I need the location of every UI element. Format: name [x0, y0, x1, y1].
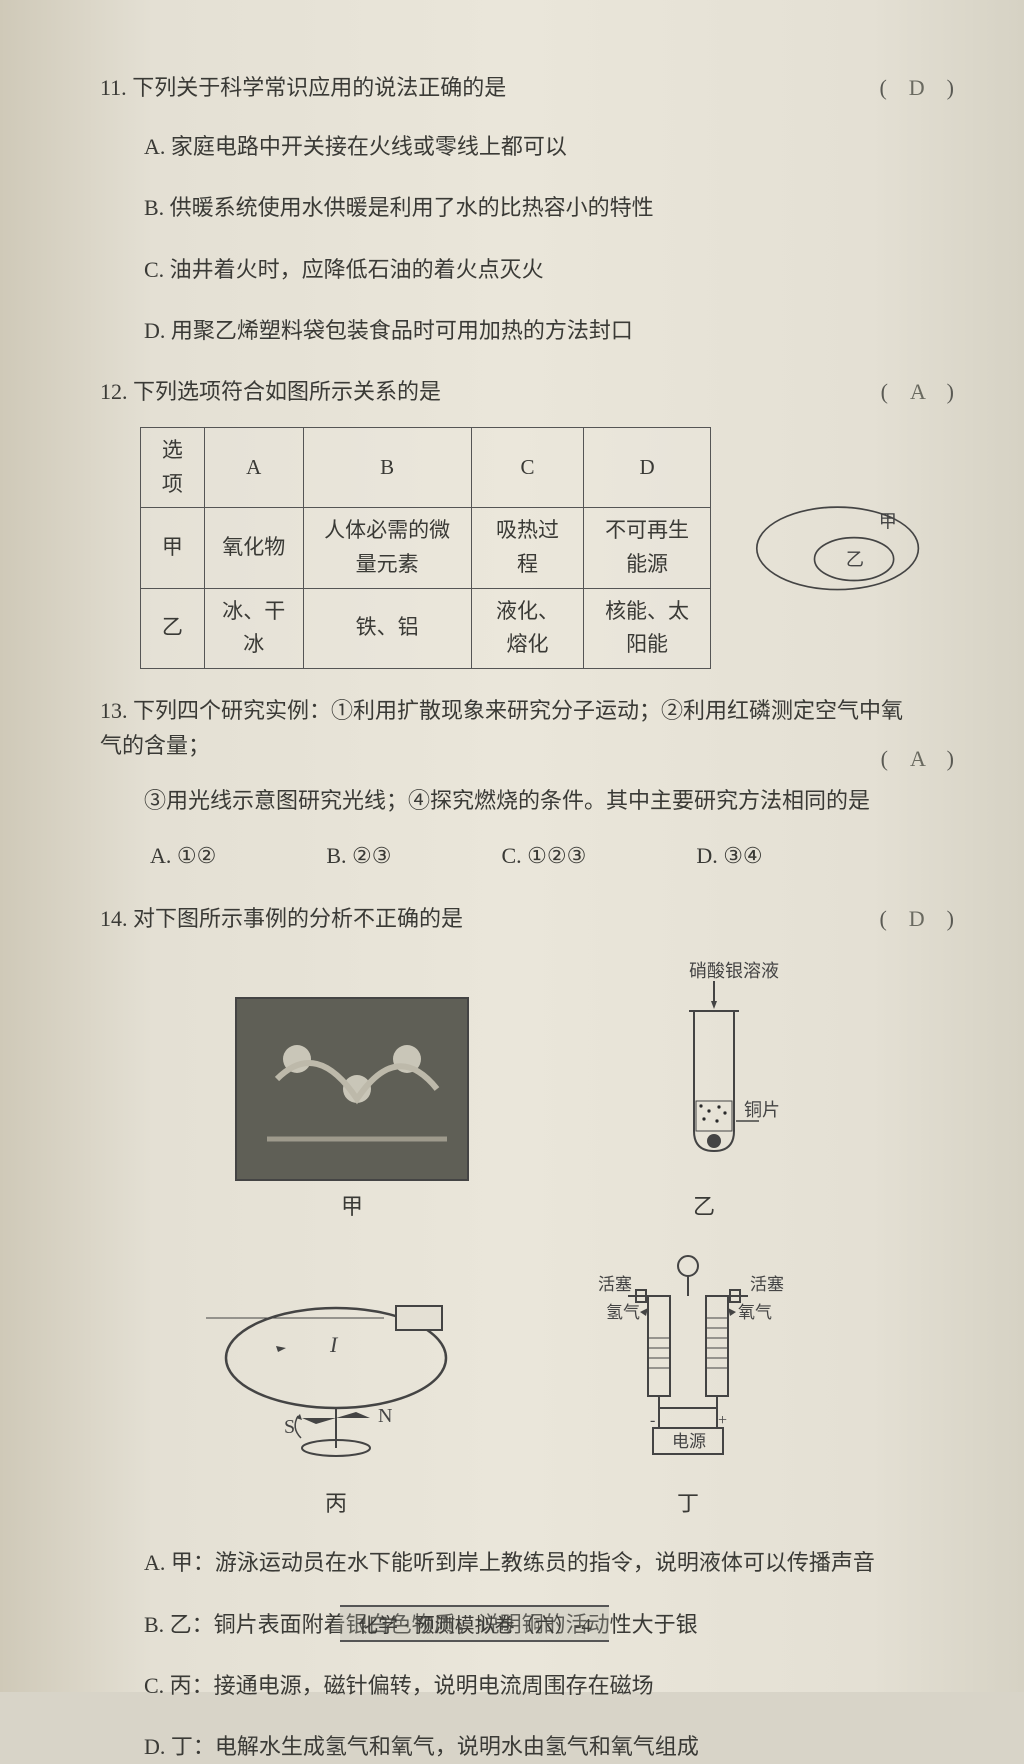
svg-text:N: N [378, 1405, 392, 1427]
q11-number: 11. [100, 75, 127, 100]
fig-bing-caption: 丙 [206, 1486, 466, 1521]
fig-yi-caption: 乙 [619, 1189, 789, 1224]
q12-number: 12. [100, 379, 128, 404]
answer-mark-14: ( D ) [879, 901, 954, 936]
svg-text:氧气: 氧气 [738, 1303, 772, 1322]
question-13: 13. 下列四个研究实例：①利用扩散现象来研究分子运动；②利用红磷测定空气中氧气… [100, 693, 924, 874]
electrolysis-icon: 活塞 活塞 [558, 1248, 818, 1468]
svg-text:氢气: 氢气 [606, 1303, 640, 1322]
r2c1: 冰、干冰 [204, 588, 303, 668]
r1c3: 吸热过程 [471, 508, 584, 588]
th-1: A [204, 428, 303, 508]
venn-inner-label: 乙 [846, 549, 864, 569]
q13-opt-b: B. ②③ [326, 838, 391, 873]
q11-opt-a: A. 家庭电路中开关接在火线或零线上都可以 [144, 129, 924, 164]
test-tube-icon: 硝酸银溶液 铜片 [619, 961, 789, 1171]
q13-options: A. ①② B. ②③ C. ①②③ D. ③④ [150, 838, 924, 873]
fig-bing: I S N 丙 [206, 1288, 466, 1521]
fig-ding: 活塞 活塞 [558, 1248, 818, 1521]
q14-stem: 对下图所示事例的分析不正确的是 [133, 906, 463, 931]
r2c2: 铁、铝 [303, 588, 471, 668]
q14-opt-d: D. 丁：电解水生成氢气和氧气，说明水由氢气和氧气组成 [144, 1729, 924, 1764]
q11-opt-c: C. 油井着火时，应降低石油的着火点灭火 [144, 252, 924, 287]
q11-stem: 下列关于科学常识应用的说法正确的是 [132, 75, 506, 100]
fig-ding-caption: 丁 [558, 1486, 818, 1521]
q11-opt-b: B. 供暖系统使用水供暖是利用了水的比热容小的特性 [144, 190, 924, 225]
r2c4: 核能、太阳能 [584, 588, 711, 668]
q11-options: A. 家庭电路中开关接在火线或零线上都可以 B. 供暖系统使用水供暖是利用了水的… [144, 129, 924, 348]
q13-number: 13. [100, 698, 128, 723]
question-12: ( A ) 12. 下列选项符合如图所示关系的是 选项 A B C D 甲 氧化… [100, 374, 924, 669]
r1c2: 人体必需的微量元素 [303, 508, 471, 588]
venn-diagram-icon: 甲 乙 [751, 503, 924, 594]
r2c3: 液化、熔化 [471, 588, 584, 668]
swimmers-photo-icon [235, 997, 469, 1181]
fig-jia: 甲 [235, 997, 469, 1224]
q13-opt-c: C. ①②③ [501, 838, 586, 873]
question-11: ( D ) 11. 下列关于科学常识应用的说法正确的是 A. 家庭电路中开关接在… [100, 70, 924, 348]
exam-page: ( D ) 11. 下列关于科学常识应用的说法正确的是 A. 家庭电路中开关接在… [0, 0, 1024, 1692]
svg-text:电源: 电源 [672, 1432, 706, 1451]
q14-opt-c: C. 丙：接通电源，磁针偏转，说明电流周围存在磁场 [144, 1668, 924, 1703]
th-2: B [303, 428, 471, 508]
th-4: D [584, 428, 711, 508]
r1c0: 甲 [141, 508, 205, 588]
page-footer: 化学 · 预测模拟卷（六）-4 [340, 1605, 609, 1642]
svg-text:铜片: 铜片 [744, 1100, 780, 1120]
q11-opt-d: D. 用聚乙烯塑料袋包装食品时可用加热的方法封口 [144, 313, 924, 348]
q12-table: 选项 A B C D 甲 氧化物 人体必需的微量元素 吸热过程 不可再生能源 乙… [140, 427, 711, 669]
svg-text:S: S [284, 1416, 295, 1438]
q14-fig-row-2: I S N 丙 [160, 1248, 864, 1521]
q14-number: 14. [100, 906, 128, 931]
circuit-compass-icon: I S N [206, 1288, 466, 1468]
answer-mark-13: ( A ) [881, 741, 954, 776]
th-3: C [471, 428, 584, 508]
venn-outer-label: 甲 [879, 511, 897, 531]
answer-mark-12: ( A ) [881, 374, 954, 409]
svg-text:I: I [329, 1332, 339, 1357]
r1c4: 不可再生能源 [584, 508, 711, 588]
fig-jia-caption: 甲 [235, 1189, 469, 1224]
svg-text:活塞: 活塞 [750, 1275, 784, 1294]
th-0: 选项 [141, 428, 205, 508]
q14-options: A. 甲：游泳运动员在水下能听到岸上教练员的指令，说明液体可以传播声音 B. 乙… [144, 1545, 924, 1764]
q12-stem: 下列选项符合如图所示关系的是 [133, 379, 441, 404]
q14-fig-row-1: 甲 硝酸银溶液 铜片 乙 [160, 961, 864, 1224]
q13-stem1: 下列四个研究实例：①利用扩散现象来研究分子运动；②利用红磷测定空气中氧气的含量； [100, 698, 903, 758]
answer-mark-11: ( D ) [879, 70, 954, 105]
svg-text:-: - [650, 1412, 655, 1429]
fig-yi: 硝酸银溶液 铜片 乙 [619, 961, 789, 1224]
r2c0: 乙 [141, 588, 205, 668]
svg-text:+: + [718, 1412, 727, 1429]
q13-opt-d: D. ③④ [696, 838, 762, 873]
svg-text:硝酸银溶液: 硝酸银溶液 [689, 961, 779, 981]
q13-stem2: ③用光线示意图研究光线；④探究燃烧的条件。其中主要研究方法相同的是 [144, 783, 924, 818]
svg-text:活塞: 活塞 [598, 1275, 632, 1294]
q14-opt-a: A. 甲：游泳运动员在水下能听到岸上教练员的指令，说明液体可以传播声音 [144, 1545, 924, 1580]
r1c1: 氧化物 [204, 508, 303, 588]
q13-opt-a: A. ①② [150, 838, 216, 873]
